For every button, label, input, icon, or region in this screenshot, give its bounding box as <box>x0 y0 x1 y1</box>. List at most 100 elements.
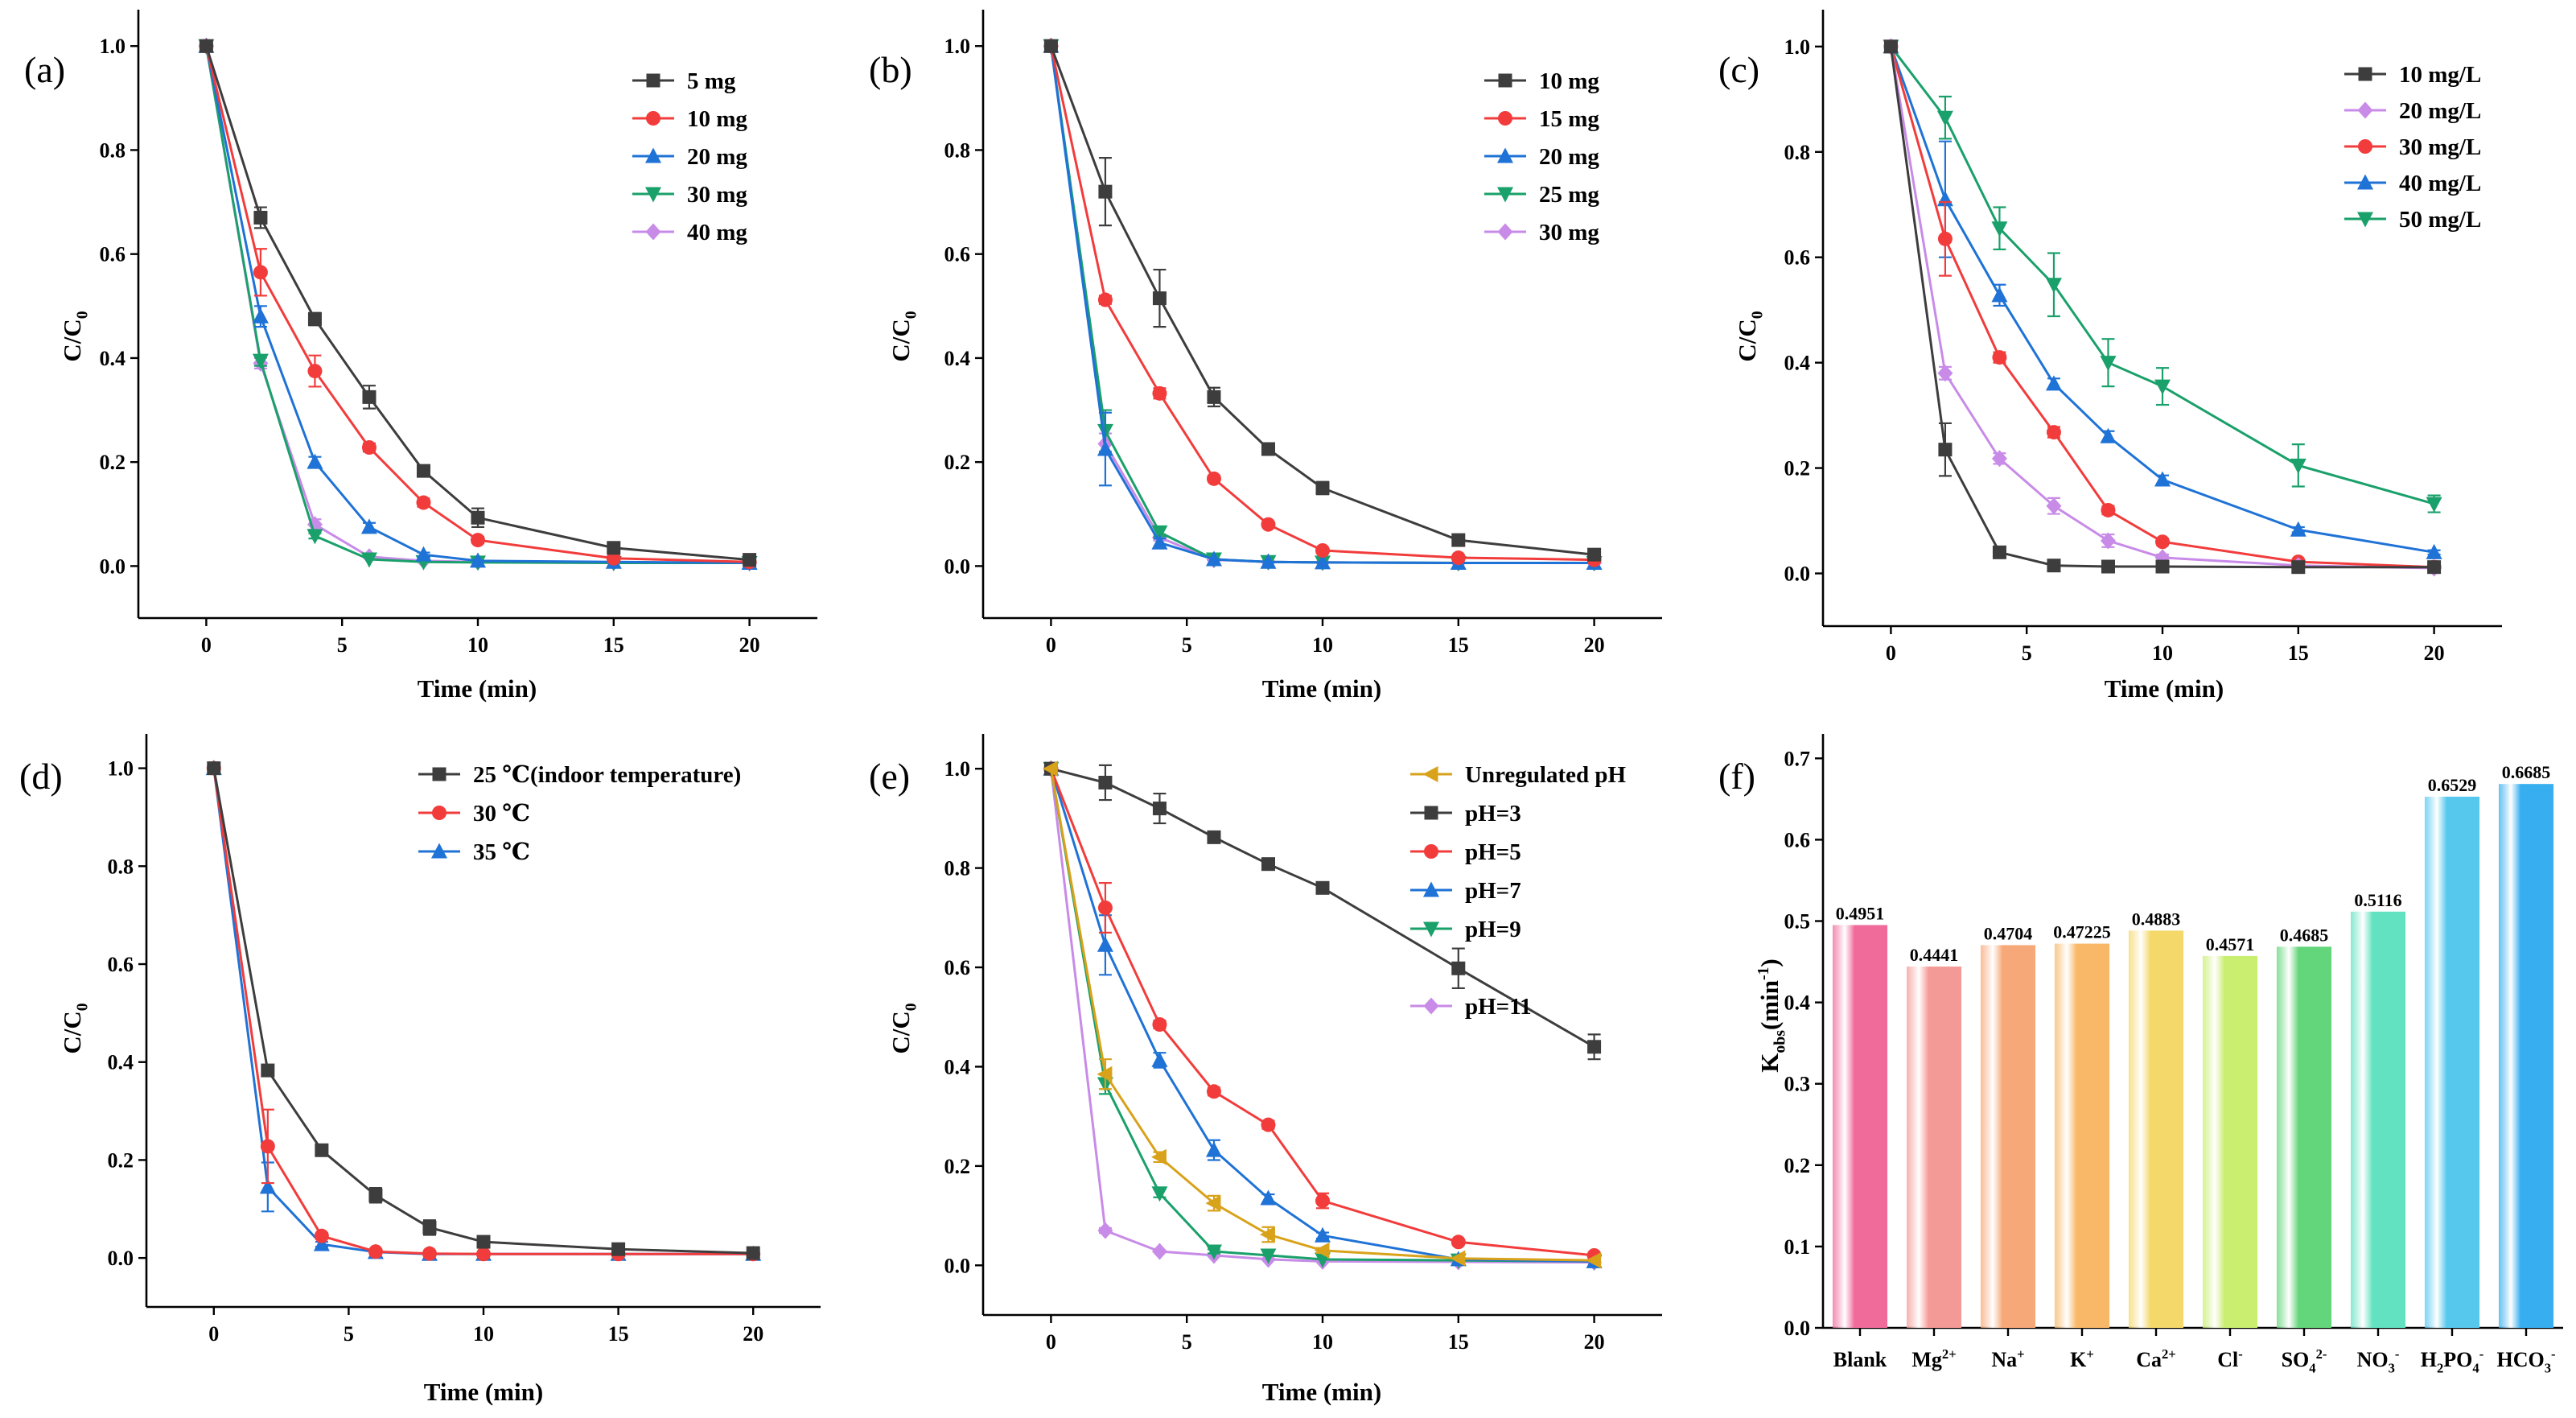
series-line <box>1889 46 2434 570</box>
panel-f: (f) 0.0 0.1 0.2 0.3 0.4 0.5 0.6 0.7 Kobs(min-1) 0.… <box>1718 734 2563 1375</box>
data-point <box>471 533 485 548</box>
data-point <box>2101 502 2116 517</box>
legend: 10 mg/L 20 mg/L 30 mg/L 40 mg/L 50 mg/L <box>2344 62 2481 233</box>
legend-label: 15 mg <box>1539 106 1599 132</box>
legend-label: 10 mg/L <box>2399 62 2481 88</box>
y-tick-label: 1.0 <box>944 757 971 781</box>
data-point <box>476 1235 491 1249</box>
legend-marker <box>645 223 661 241</box>
series-line <box>1049 45 1595 562</box>
series-line <box>204 45 750 563</box>
data-point <box>1261 857 1275 872</box>
data-point <box>1151 534 1168 550</box>
category-label: Cl- <box>2217 1346 2243 1371</box>
legend-marker <box>1424 844 1438 859</box>
data-point <box>1992 350 2007 365</box>
data-point <box>743 553 757 567</box>
legend-label: 40 mg <box>687 220 747 245</box>
legend-marker <box>1424 806 1438 820</box>
data-point <box>2155 559 2170 574</box>
category-label: Blank <box>1833 1348 1887 1371</box>
data-point <box>260 1139 275 1154</box>
data-point <box>1098 775 1113 789</box>
legend-label: pH=9 <box>1465 917 1521 942</box>
bar-mg2- <box>1906 967 1962 1328</box>
y-tick-label: 0.4 <box>944 347 971 370</box>
data-point <box>1205 1141 1222 1157</box>
data-point <box>313 1235 330 1251</box>
legend-label: 5 mg <box>687 68 736 94</box>
legend-marker <box>2357 212 2373 228</box>
legend-label: 25 mg <box>1539 182 1599 208</box>
panel-label: (b) <box>869 49 912 90</box>
data-point <box>2045 278 2062 294</box>
x-tick-label: 0 <box>1046 633 1056 657</box>
legend-label: 10 mg <box>687 106 747 132</box>
data-point <box>199 39 213 53</box>
y-tick-label: 0.0 <box>944 1254 971 1277</box>
data-point <box>1314 1242 1330 1259</box>
data-point <box>1098 184 1113 199</box>
y-tick-label: 0.0 <box>1784 1317 1811 1340</box>
data-point <box>1151 1243 1167 1260</box>
y-axis-label: C/C0 <box>1733 311 1767 361</box>
y-tick-label: 0.7 <box>1784 747 1811 770</box>
data-point <box>1097 292 1113 307</box>
data-point <box>1097 440 1113 456</box>
series-10-mg <box>1043 39 1602 562</box>
x-axis-label: Time (min) <box>2105 674 2224 703</box>
y-tick-label: 0.0 <box>108 1247 134 1270</box>
legend-marker <box>2357 101 2373 119</box>
category-label: H2PO4- <box>2421 1346 2483 1375</box>
legend-label: 30 mg/L <box>2399 134 2481 160</box>
y-tick-label: 0.8 <box>944 857 971 880</box>
series-line <box>1049 45 1595 556</box>
data-point <box>2426 497 2442 513</box>
data-point <box>1152 291 1167 306</box>
series-15-mg <box>1043 39 1602 567</box>
legend: 5 mg 10 mg 20 mg 30 mg 40 mg <box>632 68 747 245</box>
legend-marker <box>1423 881 1439 897</box>
series-35- <box>205 760 762 1261</box>
bar-value-label: 0.4571 <box>2206 934 2255 954</box>
data-point <box>470 552 486 568</box>
panel-label: (d) <box>19 756 63 797</box>
y-tick-label: 0.2 <box>108 1148 134 1172</box>
panel-label: (e) <box>869 756 910 797</box>
series-line <box>204 45 750 564</box>
data-point <box>2100 356 2117 372</box>
x-tick-label: 0 <box>208 1322 219 1346</box>
data-point <box>361 440 377 455</box>
category-label: K+ <box>2070 1346 2094 1371</box>
panel-d: (d) 0.0 0.2 0.4 0.6 0.8 1.0 C/C0 0 5 10 15 20 Time (m… <box>19 734 821 1406</box>
data-point <box>746 1246 760 1260</box>
data-point <box>307 311 322 326</box>
data-point <box>415 546 432 562</box>
data-point <box>1097 1066 1113 1082</box>
data-point <box>2290 521 2306 537</box>
panel-a: (a) 0.0 0.2 0.4 0.6 0.8 1.0 C/C0 0 5 10 15 20 Time (m… <box>24 10 817 703</box>
x-tick-label: 20 <box>739 633 760 657</box>
series-line <box>1051 767 1595 1049</box>
y-axis-label: Kobs(min-1) <box>1755 958 1789 1073</box>
x-tick-label: 20 <box>743 1322 763 1346</box>
y-tick-label: 0.0 <box>944 554 971 578</box>
y-axis-label: C/C0 <box>58 1003 92 1053</box>
legend-marker <box>646 73 660 88</box>
y-tick-label: 0.0 <box>1784 563 1811 586</box>
legend-marker <box>646 111 660 126</box>
data-point <box>1315 543 1330 558</box>
series-line <box>204 45 750 562</box>
legend-marker <box>1497 223 1513 241</box>
data-point <box>1260 1189 1277 1206</box>
series-line <box>1049 768 1595 1263</box>
data-point <box>1207 390 1221 404</box>
y-tick-label: 0.6 <box>944 956 971 979</box>
x-tick-label: 15 <box>2288 641 2309 665</box>
data-point <box>2045 375 2062 391</box>
data-point <box>1259 1226 1275 1243</box>
x-tick-label: 0 <box>1886 641 1896 665</box>
data-point <box>360 552 377 568</box>
data-point <box>1151 525 1168 541</box>
y-tick-label: 0.2 <box>100 451 126 474</box>
